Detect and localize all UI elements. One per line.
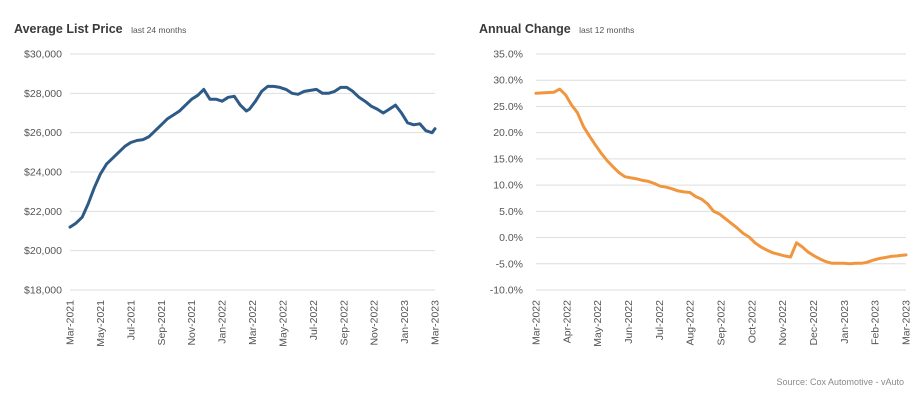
x-tick-label: Oct-2022 xyxy=(746,300,758,343)
x-tick-label: Mar-2023 xyxy=(430,300,442,345)
x-tick-label: Jan-2023 xyxy=(399,300,411,344)
annual-change-panel: Annual Change last 12 months -10.0% -5.0%… xyxy=(470,0,920,370)
chart-title: Annual Change xyxy=(479,22,571,36)
y-tick-label: $20,000 xyxy=(24,245,62,257)
x-tick-label: Nov-2022 xyxy=(777,300,789,346)
avg-list-price-chart: $18,000 $20,000 $22,000 $24,000 $26,000 $28,0… xyxy=(24,49,442,347)
x-tick-label: Jul-2021 xyxy=(125,300,137,340)
y-tick-label: -5.0% xyxy=(496,258,523,270)
x-tick-label: May-2022 xyxy=(592,300,604,347)
annual-change-title-row: Annual Change last 12 months xyxy=(479,20,634,38)
y-tick-label: 20.0% xyxy=(493,127,523,139)
y-tick-label: 10.0% xyxy=(493,180,523,192)
y-tick-label: $30,000 xyxy=(24,49,62,61)
y-tick-label: 5.0% xyxy=(499,206,523,218)
x-tick-label: Sep-2021 xyxy=(156,300,168,346)
source-note: Source: Cox Automotive - vAuto xyxy=(776,377,904,387)
series-line xyxy=(534,87,908,266)
y-tick-label: 0.0% xyxy=(499,232,523,244)
x-tick-label: Nov-2021 xyxy=(186,300,198,346)
x-tick-label: Feb-2023 xyxy=(870,300,882,345)
x-tick-label: Nov-2022 xyxy=(369,300,381,346)
x-tick-label: Sep-2022 xyxy=(716,300,728,346)
chart-subtitle: last 24 months xyxy=(131,25,187,35)
y-tick-label: $22,000 xyxy=(24,206,62,218)
x-tick-label: Mar-2022 xyxy=(247,300,259,345)
y-tick-label: 25.0% xyxy=(493,101,523,113)
chart-title: Average List Price xyxy=(14,22,123,36)
x-tick-label: Jun-2022 xyxy=(623,300,635,344)
x-tick-label: May-2022 xyxy=(277,300,289,347)
y-tick-label: 35.0% xyxy=(493,49,523,61)
avg-list-price-title-row: Average List Price last 24 months xyxy=(14,20,186,38)
y-tick-label: 30.0% xyxy=(493,75,523,87)
y-tick-label: 15.0% xyxy=(493,153,523,165)
x-tick-label: Jan-2023 xyxy=(839,300,851,344)
x-tick-label: May-2021 xyxy=(95,300,107,347)
x-tick-label: Jul-2022 xyxy=(654,300,666,340)
x-tick-label: Aug-2022 xyxy=(685,300,697,346)
x-tick-label: Sep-2022 xyxy=(338,300,350,346)
x-tick-label: Jan-2022 xyxy=(217,300,229,344)
y-tick-label: $28,000 xyxy=(24,88,62,100)
series-line xyxy=(68,84,437,229)
x-tick-label: Mar-2022 xyxy=(531,300,543,345)
avg-list-price-panel: Average List Price last 24 months $18,00… xyxy=(0,0,450,370)
x-tick-label: Mar-2023 xyxy=(901,300,913,345)
x-tick-label: Jul-2022 xyxy=(308,300,320,340)
y-tick-label: -10.0% xyxy=(490,285,523,297)
annual-change-chart: -10.0% -5.0% 0.0% 5.0% 10.0% 15.0% 20.0% 25.0% 3… xyxy=(490,49,913,347)
y-tick-label: $24,000 xyxy=(24,167,62,179)
x-tick-label: Dec-2022 xyxy=(808,300,820,346)
y-tick-label: $26,000 xyxy=(24,127,62,139)
x-tick-label: Mar-2021 xyxy=(65,300,77,345)
y-tick-label: $18,000 xyxy=(24,285,62,297)
chart-subtitle: last 12 months xyxy=(579,25,635,35)
x-tick-label: Apr-2022 xyxy=(561,300,573,343)
